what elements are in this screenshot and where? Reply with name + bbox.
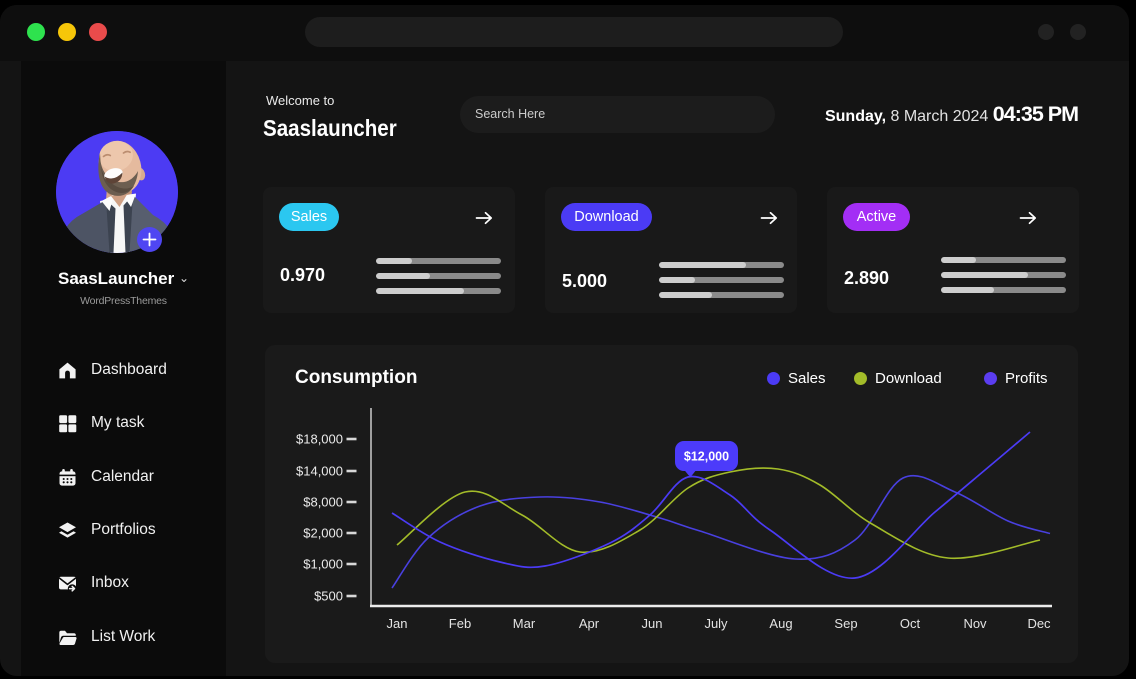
svg-text:Nov: Nov: [963, 616, 987, 631]
svg-text:Apr: Apr: [579, 616, 600, 631]
svg-text:$1,000: $1,000: [303, 557, 343, 572]
svg-text:$8,000: $8,000: [303, 495, 343, 510]
svg-text:Jan: Jan: [387, 616, 408, 631]
svg-text:$12,000: $12,000: [684, 450, 729, 464]
svg-text:Aug: Aug: [769, 616, 792, 631]
svg-text:Mar: Mar: [513, 616, 536, 631]
svg-text:Jun: Jun: [642, 616, 663, 631]
svg-text:Dec: Dec: [1027, 616, 1051, 631]
svg-text:Oct: Oct: [900, 616, 921, 631]
svg-text:$2,000: $2,000: [303, 526, 343, 541]
svg-text:Sep: Sep: [834, 616, 857, 631]
svg-text:$14,000: $14,000: [296, 464, 343, 479]
svg-text:Feb: Feb: [449, 616, 471, 631]
svg-text:$18,000: $18,000: [296, 432, 343, 447]
svg-text:$500: $500: [314, 589, 343, 604]
svg-text:July: July: [704, 616, 728, 631]
